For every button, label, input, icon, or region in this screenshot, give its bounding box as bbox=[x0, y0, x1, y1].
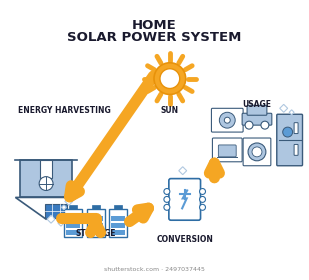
Circle shape bbox=[200, 197, 205, 202]
FancyBboxPatch shape bbox=[218, 145, 236, 157]
Text: ENERGY HARVESTING: ENERGY HARVESTING bbox=[18, 106, 111, 115]
Circle shape bbox=[160, 69, 180, 88]
FancyBboxPatch shape bbox=[212, 138, 242, 162]
FancyBboxPatch shape bbox=[112, 223, 125, 228]
FancyBboxPatch shape bbox=[89, 216, 103, 221]
Polygon shape bbox=[15, 197, 77, 219]
FancyBboxPatch shape bbox=[243, 138, 271, 166]
FancyBboxPatch shape bbox=[112, 230, 125, 235]
Text: HOME: HOME bbox=[132, 19, 176, 32]
FancyBboxPatch shape bbox=[66, 223, 80, 228]
FancyBboxPatch shape bbox=[112, 216, 125, 221]
FancyBboxPatch shape bbox=[294, 144, 298, 155]
Circle shape bbox=[200, 188, 205, 194]
FancyBboxPatch shape bbox=[277, 114, 303, 166]
Circle shape bbox=[154, 63, 186, 94]
Circle shape bbox=[200, 204, 205, 210]
FancyBboxPatch shape bbox=[92, 205, 99, 209]
FancyBboxPatch shape bbox=[114, 205, 122, 209]
Polygon shape bbox=[179, 167, 187, 175]
FancyBboxPatch shape bbox=[247, 105, 267, 115]
Circle shape bbox=[248, 143, 266, 161]
Polygon shape bbox=[47, 215, 55, 223]
FancyBboxPatch shape bbox=[87, 209, 104, 237]
Text: SUN: SUN bbox=[161, 106, 179, 115]
FancyBboxPatch shape bbox=[40, 160, 52, 178]
Circle shape bbox=[219, 112, 235, 128]
Text: USAGE: USAGE bbox=[243, 101, 272, 109]
Circle shape bbox=[252, 147, 262, 157]
FancyBboxPatch shape bbox=[20, 160, 72, 197]
Polygon shape bbox=[280, 104, 288, 112]
FancyBboxPatch shape bbox=[211, 108, 243, 132]
Circle shape bbox=[39, 177, 53, 190]
Text: shutterstock.com · 2497037445: shutterstock.com · 2497037445 bbox=[104, 267, 205, 272]
Polygon shape bbox=[289, 110, 294, 115]
Circle shape bbox=[164, 188, 170, 194]
FancyBboxPatch shape bbox=[66, 216, 80, 221]
FancyBboxPatch shape bbox=[169, 179, 201, 220]
Circle shape bbox=[245, 121, 253, 129]
Text: SOLAR POWER SYSTEM: SOLAR POWER SYSTEM bbox=[67, 31, 241, 44]
FancyBboxPatch shape bbox=[109, 209, 127, 237]
Circle shape bbox=[224, 117, 230, 123]
FancyBboxPatch shape bbox=[69, 205, 77, 209]
FancyBboxPatch shape bbox=[242, 113, 272, 125]
FancyBboxPatch shape bbox=[64, 209, 82, 237]
FancyBboxPatch shape bbox=[89, 230, 103, 235]
Circle shape bbox=[164, 204, 170, 210]
Polygon shape bbox=[58, 220, 64, 226]
Circle shape bbox=[164, 197, 170, 202]
Text: CONVERSION: CONVERSION bbox=[156, 235, 213, 244]
FancyBboxPatch shape bbox=[294, 123, 298, 134]
FancyBboxPatch shape bbox=[45, 204, 67, 218]
FancyBboxPatch shape bbox=[66, 230, 80, 235]
Polygon shape bbox=[65, 197, 73, 205]
Circle shape bbox=[283, 127, 293, 137]
Circle shape bbox=[261, 121, 269, 129]
FancyBboxPatch shape bbox=[89, 223, 103, 228]
Text: STORAGE: STORAGE bbox=[75, 229, 116, 238]
Polygon shape bbox=[61, 205, 66, 210]
